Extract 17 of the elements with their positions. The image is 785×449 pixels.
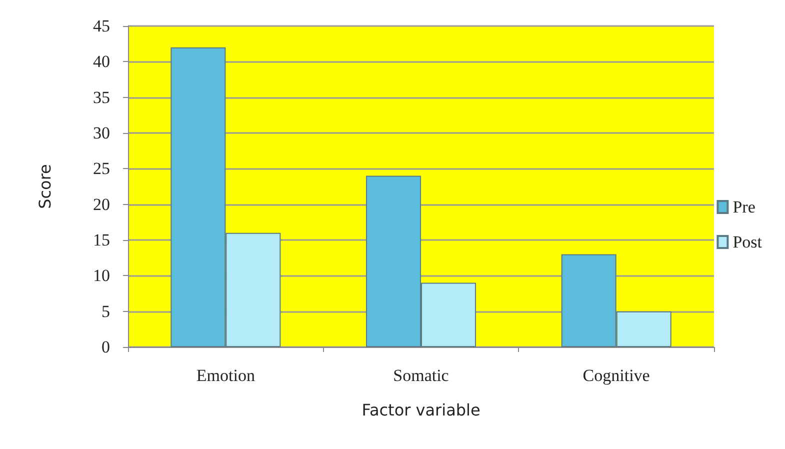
y-tick-label: 30 (93, 124, 110, 142)
y-tick-label: 25 (93, 159, 110, 178)
y-tick-label: 45 (93, 16, 110, 36)
x-axis-title: Factor variable (362, 400, 480, 420)
y-tick-label: 0 (102, 338, 110, 356)
y-tick-label: 5 (102, 302, 110, 321)
y-tick-label: 35 (93, 88, 110, 107)
x-tick-label: Cognitive (582, 366, 650, 385)
y-axis-title: Score (36, 164, 54, 209)
legend-label: Post (732, 232, 762, 252)
y-tick-label: 20 (93, 194, 110, 214)
x-tick-label: Somatic (393, 366, 450, 385)
legend-label: Pre (732, 198, 756, 216)
y-tick-label: 15 (93, 230, 110, 250)
x-tick-label: Emotion (196, 366, 256, 385)
y-tick-label: 10 (93, 266, 110, 286)
y-tick-label: 40 (93, 52, 110, 72)
